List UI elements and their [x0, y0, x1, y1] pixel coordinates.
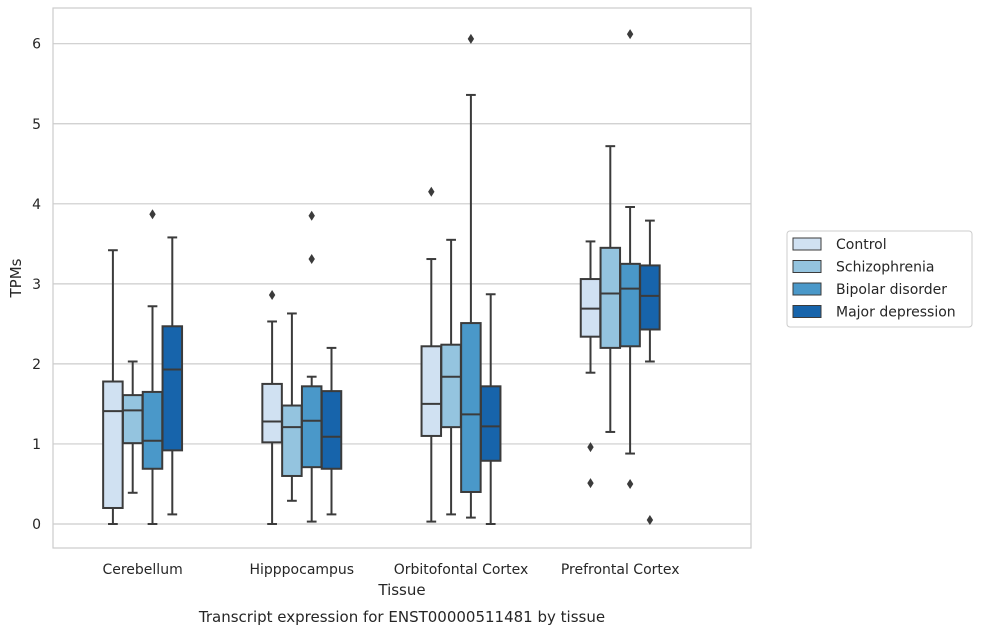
y-tick-label: 1 [32, 437, 41, 453]
legend-swatch [792, 260, 822, 273]
boxes-layer [102, 29, 661, 525]
legend-label: Bipolar disorder [836, 282, 947, 298]
x-tick-label: Hipppocampus [249, 562, 354, 578]
box-body [639, 264, 661, 331]
x-axis-title: Tissue [377, 581, 425, 599]
outlier-point [626, 29, 634, 40]
box-major-depression [320, 346, 343, 516]
box-control [579, 240, 602, 489]
box-body [121, 394, 144, 445]
legend-label: Control [836, 237, 887, 253]
box-control [102, 249, 124, 525]
x-tick-label: Orbitofontal Cortex [394, 562, 529, 578]
box-major-depression [479, 293, 502, 525]
outlier-point [308, 254, 315, 265]
box-body [440, 343, 462, 429]
legend-swatch [792, 282, 822, 296]
outlier-point [626, 478, 634, 489]
x-tick-labels: Cerebellum Hipppocampus Orbitofontal Corte… [102, 562, 679, 578]
y-tick-label: 3 [32, 277, 41, 293]
outlier-point [428, 186, 435, 197]
box-schizophrenia [121, 360, 144, 494]
box-major-depression [161, 236, 184, 516]
x-tick-label: Prefrontal Cortex [561, 562, 680, 578]
box-body [460, 322, 482, 493]
x-tick-label: Cerebellum [102, 562, 182, 578]
box-body [320, 390, 343, 470]
outlier-point [149, 209, 156, 220]
legend-swatch [792, 237, 822, 251]
box-body [281, 404, 303, 477]
box-control [420, 186, 443, 523]
box-schizophrenia [281, 312, 303, 502]
outlier-point [646, 514, 654, 525]
y-tick-labels: 0 1 2 3 4 5 6 [32, 37, 41, 533]
box-body [599, 246, 622, 349]
box-body [479, 385, 502, 462]
y-tick-label: 2 [32, 357, 41, 373]
y-tick-label: 4 [32, 197, 41, 213]
y-axis-title: TPMs [7, 258, 25, 298]
box-bipolar-disorder [141, 209, 164, 525]
legend: Control Schizophrenia Bipolar disorder Majo… [786, 230, 973, 328]
legend-frame [786, 230, 973, 328]
box-schizophrenia [440, 238, 462, 516]
box-body [261, 382, 283, 444]
y-tick-label: 6 [32, 37, 41, 53]
outlier-point [268, 290, 276, 301]
outlier-point [308, 210, 315, 221]
box-schizophrenia [599, 145, 622, 433]
outlier-point [467, 33, 475, 44]
box-body [619, 262, 641, 348]
box-major-depression [639, 219, 661, 525]
legend-label: Schizophrenia [836, 260, 934, 276]
outlier-point [587, 442, 594, 453]
y-tick-label: 5 [32, 117, 41, 133]
box-body [161, 325, 184, 452]
box-body [420, 345, 443, 437]
box-body [300, 385, 323, 469]
box-body [141, 390, 164, 470]
legend-swatch [792, 305, 822, 318]
chart-caption: Transcript expression for ENST0000051148… [198, 608, 605, 626]
box-bipolar-disorder [460, 33, 482, 519]
box-body [102, 380, 124, 509]
plot-frame [52, 7, 752, 549]
legend-label: Major depression [836, 305, 956, 321]
outlier-point [587, 478, 594, 489]
y-tick-label: 0 [32, 517, 41, 533]
